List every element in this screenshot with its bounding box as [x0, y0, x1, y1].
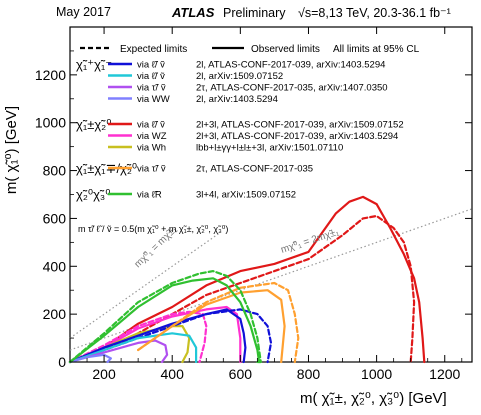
curve-2-dashed — [68, 310, 208, 364]
legend-via: via WW — [137, 94, 170, 105]
legend-cl-note: All limits at 95% CL — [333, 44, 420, 55]
x-tick-label: 1000 — [361, 366, 392, 382]
reference-line-equal — [69, 232, 221, 339]
legend-via: via ℓ̃/ ṽ — [137, 60, 165, 71]
x-tick-label: 800 — [297, 366, 321, 382]
legend-observed-label: Observed limits — [251, 44, 320, 55]
legend-via: via τ̃/ ṽ — [137, 83, 166, 94]
legend-via: via WZ — [137, 131, 167, 142]
curve-7-solid — [68, 332, 198, 364]
curve-9-solid — [68, 353, 113, 364]
curve-13-solid — [68, 277, 261, 364]
legend-entry-text: 2l, arXiv:1509.07152 — [196, 71, 283, 82]
legend-entry-text: 2l, arXiv:1403.5294 — [196, 94, 278, 105]
diagonal-label-double: mχ̃⁰₁ = 2mχ̃±₁ — [280, 227, 341, 256]
legend-group-label: χ̃₁⁺χ̃₁⁻ — [76, 57, 112, 72]
y-tick-label: 1000 — [35, 115, 66, 131]
x-tick-label: 600 — [229, 366, 253, 382]
x-axis-label: m( χ̃₁±, χ̃₂⁰, χ̃₃⁰) [GeV] — [300, 390, 447, 407]
legend-via: via ℓ̃/ ṽ — [137, 120, 165, 131]
x-tick-label: 200 — [92, 366, 116, 382]
legend-entry-text: 2l+3l, ATLAS-CONF-2017-039, arXiv:1509.0… — [196, 120, 404, 131]
curve-0-dashed — [68, 214, 416, 364]
reference-line-double — [69, 208, 473, 351]
x-tick-label: 1200 — [429, 366, 460, 382]
legend-entry-text: 2l+3l, ATLAS-CONF-2017-039, arXiv:1403.5… — [196, 131, 398, 142]
legend-expected-label: Expected limits — [120, 44, 187, 55]
legend-via: via Wh — [137, 143, 166, 154]
curve-3-solid — [68, 305, 242, 364]
header-status: Preliminary — [223, 6, 286, 20]
y-axis-label: m( χ̃₁⁰) [GeV] — [3, 106, 20, 194]
mass-relation-note: m τ̃/ ℓ̃ / ṽ = 0.5(m χ̃₁⁰ + m χ̃₁±, χ̃₂⁰… — [78, 224, 228, 234]
y-tick-label: 600 — [43, 210, 67, 226]
legend-entry-text: 2τ, ATLAS-CONF-2017-035 — [196, 164, 313, 175]
legend-group-label: χ̃₁±χ̃₂⁰ — [76, 117, 111, 132]
y-tick-label: 1200 — [35, 67, 66, 83]
legend-group-label: χ̃₁±χ̃₁∓/χ̃₂⁰ — [76, 161, 137, 176]
curve-8-solid — [68, 339, 169, 364]
curve-5-dashed — [68, 308, 273, 364]
legend-entry-text: 2l, ATLAS-CONF-2017-039, arXiv:1403.5294 — [196, 60, 385, 71]
legend-group-label: χ̃₂⁰χ̃₃⁰ — [76, 187, 110, 202]
legend-via: via ℓ̃/ ṽ — [137, 71, 165, 82]
header-date: May 2017 — [56, 5, 111, 19]
curve-12-dashed — [68, 270, 262, 364]
legend-via: via τ̃/ ṽ — [137, 164, 166, 175]
legend-entry-text: 3l+4l, arXiv:1509.07152 — [196, 190, 296, 201]
header-experiment: ATLAS — [171, 5, 215, 20]
x-tick-label: 400 — [161, 366, 185, 382]
curve-11-solid — [137, 289, 286, 364]
curve-1-solid — [68, 195, 426, 364]
legend-entry-text: lbb+l±γγ+l±l±+3l, arXiv:1501.07110 — [196, 143, 343, 154]
legend-entry-text: 2τ, ATLAS-CONF-2017-035, arXiv:1407.0350 — [196, 83, 388, 94]
header-energy: √s=8,13 TeV, 20.3-36.1 fb⁻¹ — [298, 6, 451, 20]
curve-6-solid — [68, 308, 247, 364]
y-tick-label: 0 — [58, 354, 66, 370]
legend-via: via ℓ̃R — [137, 190, 162, 201]
y-tick-label: 800 — [43, 163, 67, 179]
y-tick-label: 200 — [43, 306, 67, 322]
y-tick-label: 400 — [43, 258, 67, 274]
